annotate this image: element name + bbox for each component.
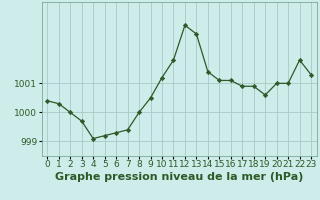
X-axis label: Graphe pression niveau de la mer (hPa): Graphe pression niveau de la mer (hPa)	[55, 172, 303, 182]
